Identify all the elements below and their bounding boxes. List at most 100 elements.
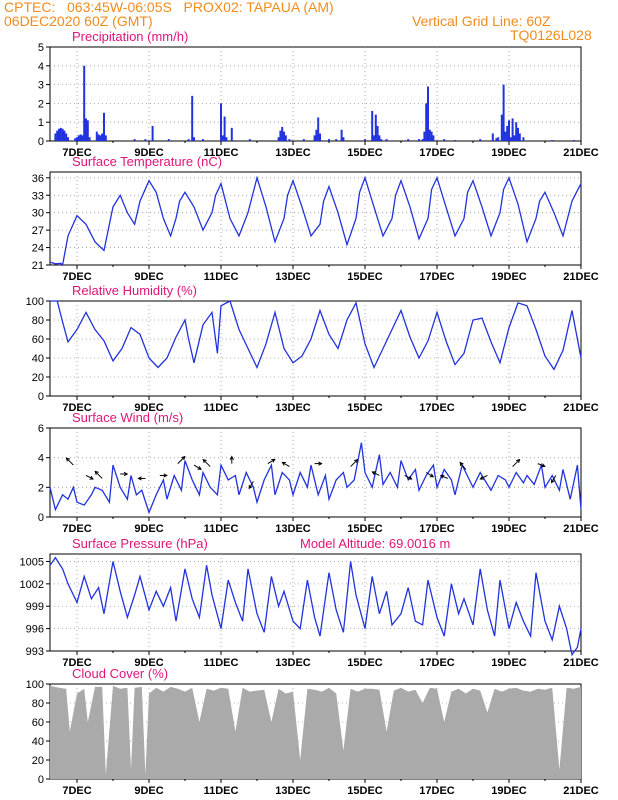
pressure-line xyxy=(49,556,582,657)
cloud-cover-xtick-label: 15DEC xyxy=(347,785,383,797)
precipitation-bar xyxy=(221,135,224,141)
wind-arrowhead-icon xyxy=(429,473,435,478)
precipitation-bar xyxy=(99,135,102,141)
precipitation-bar xyxy=(167,139,170,141)
precipitation-bar xyxy=(248,139,251,141)
temperature-title: Surface Temperature (nC) xyxy=(72,154,222,169)
precipitation-bar xyxy=(385,139,388,141)
precipitation-bar xyxy=(54,133,57,141)
pressure-xtick-label: 9DEC xyxy=(134,657,163,669)
wind-arrowhead-icon xyxy=(94,470,99,475)
precipitation-bar xyxy=(302,139,305,141)
pressure-xtick-label: 17DEC xyxy=(419,657,455,669)
precipitation-bar xyxy=(374,114,377,141)
wind-xtick-label: 13DEC xyxy=(275,523,311,535)
temperature-xtick-label: 15DEC xyxy=(347,271,383,283)
humidity-ytick-label: 60 xyxy=(32,334,44,346)
humidity-xtick-label: 15DEC xyxy=(347,402,383,414)
precipitation-bar xyxy=(83,65,86,141)
precipitation-bar xyxy=(56,130,59,141)
precipitation-bar xyxy=(335,139,338,141)
precipitation-bar xyxy=(376,125,379,141)
humidity-title: Relative Humidity (%) xyxy=(72,283,197,298)
precipitation-bar xyxy=(225,137,228,141)
precipitation-bar xyxy=(58,128,60,141)
wind-arrow-icon xyxy=(404,475,412,480)
precipitation-bar xyxy=(423,131,426,141)
pressure-subtitle: Model Altitude: 69.0016 m xyxy=(300,536,450,551)
temperature-line xyxy=(49,175,582,267)
precipitation-bar xyxy=(427,86,429,141)
precipitation-bar xyxy=(511,118,514,141)
humidity-ytick-label: 100 xyxy=(26,296,44,308)
pressure-ytick-label: 993 xyxy=(26,646,44,658)
temperature-xtick-label: 9DEC xyxy=(134,271,163,283)
wind-arrow-icon xyxy=(267,458,276,465)
precipitation-bar xyxy=(443,139,446,141)
temperature-ytick-label: 33 xyxy=(32,190,44,202)
wind-arrowhead-icon xyxy=(541,463,546,468)
wind-arrowhead-icon xyxy=(459,461,464,467)
pressure-xtick-label: 19DEC xyxy=(491,657,527,669)
temperature-frame xyxy=(49,171,582,266)
precipitation-bar xyxy=(572,140,575,141)
precipitation-bar xyxy=(65,133,68,141)
humidity-xtick-label: 17DEC xyxy=(419,402,455,414)
wind-arrowhead-icon xyxy=(371,471,376,476)
cloud-cover-ytick-label: 40 xyxy=(32,736,44,748)
cloud-cover-area xyxy=(50,685,581,779)
temperature-xtick-label: 19DEC xyxy=(491,271,527,283)
precipitation-bar xyxy=(79,134,82,141)
precipitation-bar xyxy=(191,95,194,141)
wind-xtick-label: 17DEC xyxy=(419,523,455,535)
cloud-cover-xtick-label: 17DEC xyxy=(419,785,455,797)
wind-arrow-icon xyxy=(177,456,186,464)
wind-arrowhead-icon xyxy=(408,475,413,480)
wind-arrow-icon xyxy=(440,475,448,479)
precipitation-bar xyxy=(230,127,233,141)
wind-arrowhead-icon xyxy=(516,458,521,464)
precipitation-bar xyxy=(103,112,105,141)
precipitation-xtick-label: 19DEC xyxy=(491,147,527,159)
temperature-xtick-label: 21DEC xyxy=(563,271,599,283)
precipitation-bar xyxy=(500,114,503,141)
humidity-xtick-label: 21DEC xyxy=(563,402,599,414)
precipitation-bar xyxy=(77,135,80,141)
wind-arrowhead-icon xyxy=(439,474,445,479)
precipitation-bar xyxy=(81,135,84,141)
precipitation-bar xyxy=(373,135,375,141)
pressure-xtick-label: 7DEC xyxy=(62,657,91,669)
wind-arrowhead-icon xyxy=(354,458,359,464)
humidity-ytick-label: 0 xyxy=(38,391,44,403)
precipitation-bar xyxy=(202,139,204,141)
wind-arrowhead-icon xyxy=(123,471,129,477)
precipitation-ytick-label: 1 xyxy=(38,117,44,129)
cloud-cover-title: Cloud Cover (%) xyxy=(72,666,168,681)
wind-arrow-icon xyxy=(85,475,94,480)
wind-arrow-icon xyxy=(551,475,557,483)
wind-arrow-icon xyxy=(248,481,254,489)
header-grid-note: Vertical Grid Line: 60Z xyxy=(412,13,551,29)
precipitation-bar xyxy=(515,122,518,141)
pressure-xtick-label: 11DEC xyxy=(204,657,239,669)
cloud-cover-xtick-label: 21DEC xyxy=(563,785,599,797)
precipitation-bar xyxy=(104,135,107,141)
wind-xtick-label: 11DEC xyxy=(204,523,239,535)
temperature-xtick-label: 17DEC xyxy=(419,271,455,283)
precipitation-bar xyxy=(508,120,510,141)
header-date: 06DEC2020 60Z (GMT) xyxy=(4,13,153,29)
wind-arrowhead-icon xyxy=(197,466,202,470)
precipitation-bar xyxy=(283,131,285,141)
precipitation-bar xyxy=(95,131,98,141)
pressure-ytick-label: 1002 xyxy=(20,579,44,591)
wind-ytick-label: 4 xyxy=(38,453,44,465)
wind-arrowhead-icon xyxy=(202,458,207,464)
pressure-ytick-label: 996 xyxy=(26,624,44,636)
wind-arrowhead-icon xyxy=(229,455,234,460)
precipitation-ytick-label: 0 xyxy=(38,136,44,148)
precipitation-bar xyxy=(328,139,330,141)
wind-arrow-icon xyxy=(193,464,202,470)
wind-arrow-icon xyxy=(282,461,290,467)
precipitation-bar xyxy=(522,137,525,141)
